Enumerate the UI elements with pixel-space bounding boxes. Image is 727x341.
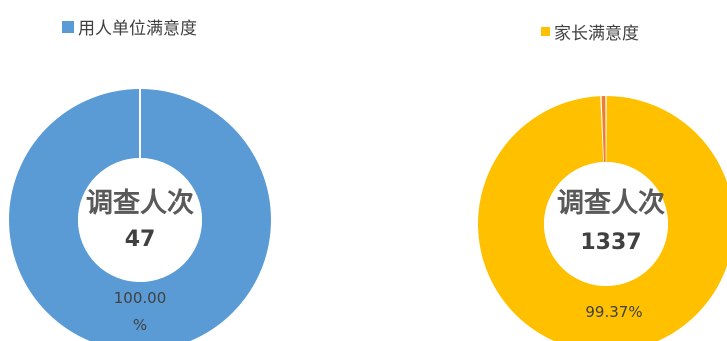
slice-label-employer-line2: % <box>133 316 147 334</box>
center-count-parent: 1337 <box>580 230 641 255</box>
center-count-employer: 47 <box>125 227 156 252</box>
center-title-parent: 调查人次 <box>557 188 665 219</box>
donut-chart-employer: 调查人次 47 100.00 % <box>9 89 271 341</box>
legend-label-employer: 用人单位满意度 <box>78 19 197 39</box>
center-title-employer: 调查人次 <box>86 188 194 219</box>
donut-hole-parent <box>544 162 668 286</box>
legend-swatch-parent <box>541 27 550 36</box>
parent-slice-0 <box>478 96 727 341</box>
legend-employer-satisfaction: 用人单位满意度 <box>62 14 197 39</box>
donut-chart-parent: 调查人次 1337 99.37% <box>478 96 727 341</box>
slice-label-parent: 99.37% <box>585 303 642 321</box>
legend-label-parent: 家长满意度 <box>554 24 639 44</box>
donut-hole-employer <box>78 158 202 282</box>
legend-swatch-employer <box>62 20 74 33</box>
slice-label-employer-line1: 100.00 <box>114 289 167 307</box>
legend-parent-satisfaction: 家长满意度 <box>541 19 639 44</box>
parent-slice-1 <box>601 96 606 163</box>
